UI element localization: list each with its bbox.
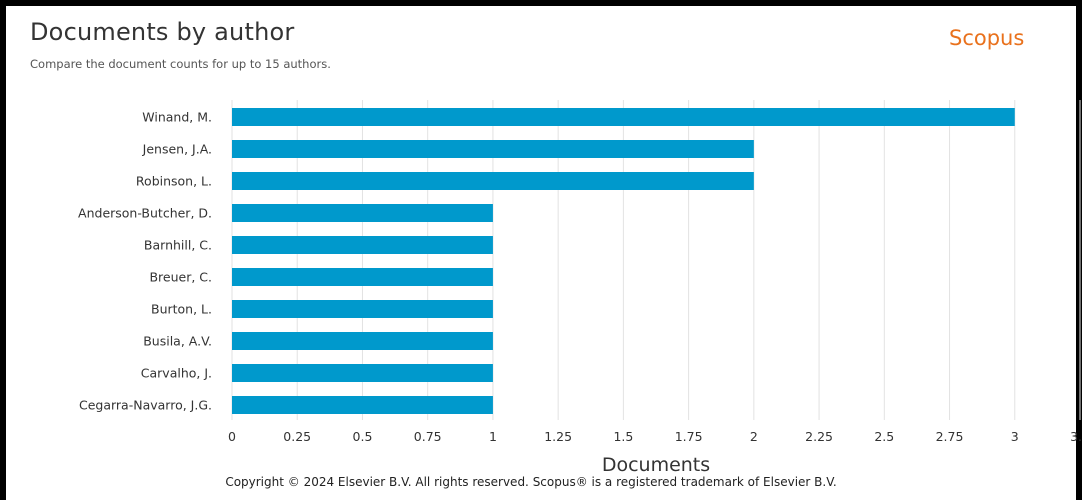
- x-tick-label: 1.5: [613, 429, 633, 444]
- x-tick-label: 2.75: [936, 429, 964, 444]
- category-label: Breuer, C.: [149, 270, 212, 285]
- category-label: Jensen, J.A.: [142, 142, 212, 157]
- category-label: Robinson, L.: [136, 174, 212, 189]
- x-tick-label: 2.25: [805, 429, 833, 444]
- bar[interactable]: [232, 204, 493, 222]
- x-tick-labels: 0 0.25 0.5 0.75 1 1.25 1.5 1.75 2 2.25 2.5 2.75 3 3..…: [228, 429, 1082, 444]
- bar[interactable]: [232, 364, 493, 382]
- bar[interactable]: [232, 396, 493, 414]
- category-label: Cegarra-Navarro, J.G.: [79, 398, 212, 413]
- x-tick-label: 1.75: [675, 429, 703, 444]
- category-label: Carvalho, J.: [141, 366, 212, 381]
- copyright-notice: Copyright © 2024 Elsevier B.V. All right…: [225, 475, 837, 489]
- scopus-logo[interactable]: Scopus: [949, 26, 1025, 50]
- x-tick-label: 0.25: [283, 429, 311, 444]
- x-tick-label: 0.5: [353, 429, 373, 444]
- x-tick-label: 3: [1011, 429, 1019, 444]
- category-label: Winand, M.: [142, 110, 212, 125]
- x-tick-label: 2.5: [874, 429, 894, 444]
- category-label: Barnhill, C.: [144, 238, 212, 253]
- bar[interactable]: [232, 268, 493, 286]
- x-tick-label: 2: [750, 429, 758, 444]
- bars: [232, 108, 1015, 414]
- bar[interactable]: [232, 332, 493, 350]
- x-axis-title: Documents: [602, 454, 710, 476]
- x-tick-label: 0: [228, 429, 236, 444]
- category-label: Busila, A.V.: [143, 334, 212, 349]
- bar[interactable]: [232, 172, 754, 190]
- page-subtitle: Compare the document counts for up to 15…: [30, 57, 331, 71]
- x-tick-label: 1.25: [544, 429, 572, 444]
- bar[interactable]: [232, 108, 1015, 126]
- category-label: Anderson-Butcher, D.: [78, 206, 212, 221]
- bar[interactable]: [232, 236, 493, 254]
- category-labels: Winand, M. Jensen, J.A. Robinson, L. Anders…: [78, 110, 212, 413]
- bar[interactable]: [232, 140, 754, 158]
- x-tick-label: 0.75: [414, 429, 442, 444]
- x-tick-label: 3...: [1070, 429, 1082, 444]
- bar[interactable]: [232, 300, 493, 318]
- page-title: Documents by author: [30, 18, 295, 46]
- category-label: Burton, L.: [151, 302, 212, 317]
- x-tick-label: 1: [489, 429, 497, 444]
